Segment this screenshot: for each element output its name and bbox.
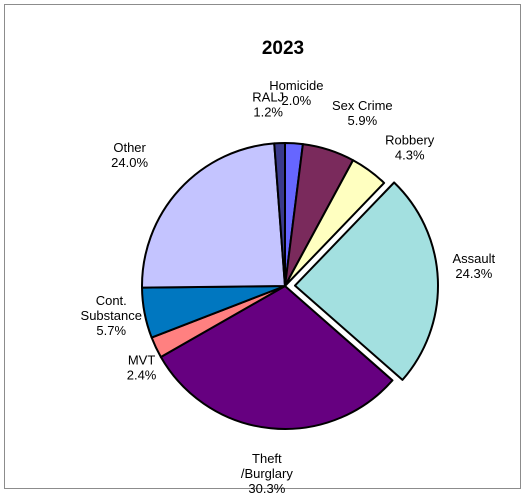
slice-label-mvt: MVT 2.4% (127, 352, 157, 382)
pie-slice-ralj (273, 141, 286, 287)
chart-title: 2023 (262, 38, 304, 59)
slice-label-assault: Assault 24.3% (453, 251, 496, 281)
slice-label-ralj: RALJ 1.2% (252, 90, 284, 120)
slice-label-robbery: Robbery 4.3% (385, 132, 435, 162)
slice-label-other: Other 24.0% (111, 140, 148, 170)
pie-slice-assault (293, 181, 439, 381)
slice-label-sex-crime: Sex Crime 5.9% (332, 98, 393, 128)
pie-slice-theft-burglary (159, 285, 394, 430)
pie-slice-other (141, 142, 286, 289)
slice-label-theft-burglary: Theft/Burglary 30.3% (241, 451, 294, 495)
pie-slice-robbery (284, 159, 386, 287)
slice-label-cont-substance: Cont. Substance 5.7% (81, 293, 142, 338)
slice-label-homicide: Homicide 2.0% (269, 78, 323, 108)
